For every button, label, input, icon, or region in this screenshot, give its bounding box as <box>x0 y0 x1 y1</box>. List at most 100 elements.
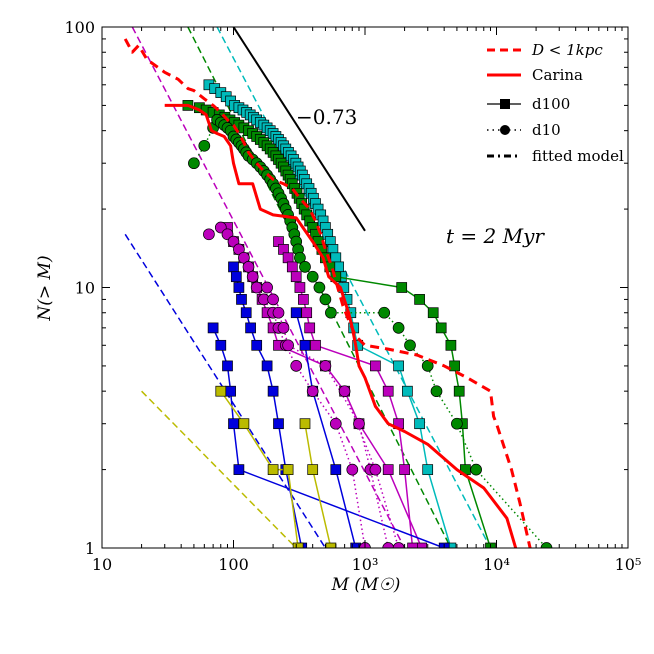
data-point-square <box>330 252 342 264</box>
data-point-square <box>240 307 252 319</box>
data-point-circle <box>250 281 263 294</box>
y-tick-label: 1 <box>85 539 95 558</box>
data-point-circle <box>267 293 279 306</box>
data-point-square <box>407 542 418 548</box>
series-7 <box>215 385 304 548</box>
series-5 <box>207 322 450 548</box>
data-point-circle <box>242 261 255 273</box>
data-point-circle <box>294 251 306 264</box>
fitted-model-line-0 <box>141 390 297 548</box>
data-point-square <box>399 464 410 475</box>
legend-label-d100: d100 <box>532 95 570 113</box>
data-point-circle <box>378 306 391 319</box>
data-point-circle <box>290 360 303 372</box>
series-10 <box>203 221 371 548</box>
data-point-square <box>292 542 304 548</box>
data-point-square <box>222 360 233 372</box>
data-point-square <box>370 360 381 372</box>
data-point-square <box>402 385 413 397</box>
x-tick-label: 10⁵ <box>615 555 642 574</box>
data-point-circle <box>430 385 443 398</box>
data-point-circle <box>338 385 351 398</box>
x-tick-label: 10⁴ <box>483 555 510 574</box>
data-point-circle <box>319 360 332 372</box>
data-point-square <box>445 542 457 548</box>
data-point-square <box>245 322 256 334</box>
data-point-circle <box>313 281 326 294</box>
data-point-square <box>215 339 227 351</box>
slope-reference-line <box>232 27 366 232</box>
data-point-circle <box>282 339 294 352</box>
data-point-square <box>449 360 460 372</box>
data-point-circle <box>306 270 319 283</box>
data-point-square <box>228 261 239 273</box>
data-point-square <box>207 322 219 334</box>
data-point-square <box>298 294 309 305</box>
series-8 <box>299 418 337 548</box>
data-point-circle <box>246 270 259 283</box>
legend-label-fitted-model: fitted model <box>532 147 624 165</box>
data-point-square <box>282 252 294 264</box>
data-point-circle <box>319 293 332 306</box>
data-point-circle <box>404 339 416 352</box>
data-point-circle <box>306 385 319 398</box>
data-point-circle <box>392 542 405 548</box>
data-point-square <box>233 282 245 293</box>
data-point-circle <box>299 261 311 273</box>
data-point-square <box>414 418 425 430</box>
legend-label-dkpc: D < 1kpc <box>531 41 603 59</box>
data-point-square <box>304 322 316 334</box>
reference-line-layer <box>232 27 366 232</box>
observation-curve-1 <box>164 103 518 548</box>
x-axis-label: M (M☉) <box>331 575 401 595</box>
data-point-circle <box>392 322 405 334</box>
observation-curve-0 <box>123 38 532 548</box>
fitted-model-line-2 <box>131 27 406 548</box>
series-3 <box>273 236 418 548</box>
x-tick-label: 10³ <box>352 555 379 574</box>
data-point-square <box>238 418 250 430</box>
data-point-circle <box>188 157 200 170</box>
data-point-circle <box>329 417 342 430</box>
data-point-square <box>273 418 284 430</box>
data-point-circle <box>382 542 395 548</box>
data-point-square <box>453 385 465 397</box>
data-point-square <box>416 542 428 548</box>
data-point-square <box>290 307 302 319</box>
data-point-square <box>330 464 342 475</box>
axis-ticks <box>101 26 629 549</box>
data-point-square <box>435 322 447 334</box>
x-tick-label: 100 <box>218 555 249 574</box>
data-point-square <box>233 464 245 475</box>
data-point-square <box>267 464 279 475</box>
series-12 <box>338 385 405 548</box>
y-tick-label: 10 <box>75 279 95 298</box>
data-point-square <box>310 339 321 351</box>
data-point-circle <box>261 281 273 294</box>
slope-annotation: −0.73 <box>296 105 357 129</box>
data-point-square <box>382 464 394 475</box>
data-point-square <box>299 418 311 430</box>
legend-label-carina: Carina <box>532 66 583 84</box>
x-tick-label: 10 <box>92 555 112 574</box>
data-point-square <box>350 542 362 548</box>
data-point-circle <box>369 463 382 476</box>
data-point-circle <box>540 542 553 548</box>
data-point-square <box>261 360 273 372</box>
data-point-square <box>422 464 434 475</box>
series-11 <box>261 281 395 548</box>
time-annotation: t = 2 Myr <box>446 224 545 248</box>
data-point-circle <box>451 417 463 430</box>
data-point-circle <box>277 322 290 334</box>
data-point-square <box>393 360 404 372</box>
data-point-square <box>290 271 302 283</box>
data-point-square <box>225 385 236 397</box>
data-point-circle <box>198 139 211 152</box>
y-axis-label: N(> M) <box>35 255 55 321</box>
data-point-square <box>230 271 242 283</box>
legend-d10-swatch-marker <box>500 125 510 135</box>
legend: D < 1kpc Carina d100 d10 fitted model <box>487 41 624 165</box>
data-point-square <box>215 385 227 397</box>
data-point-square <box>267 385 279 397</box>
